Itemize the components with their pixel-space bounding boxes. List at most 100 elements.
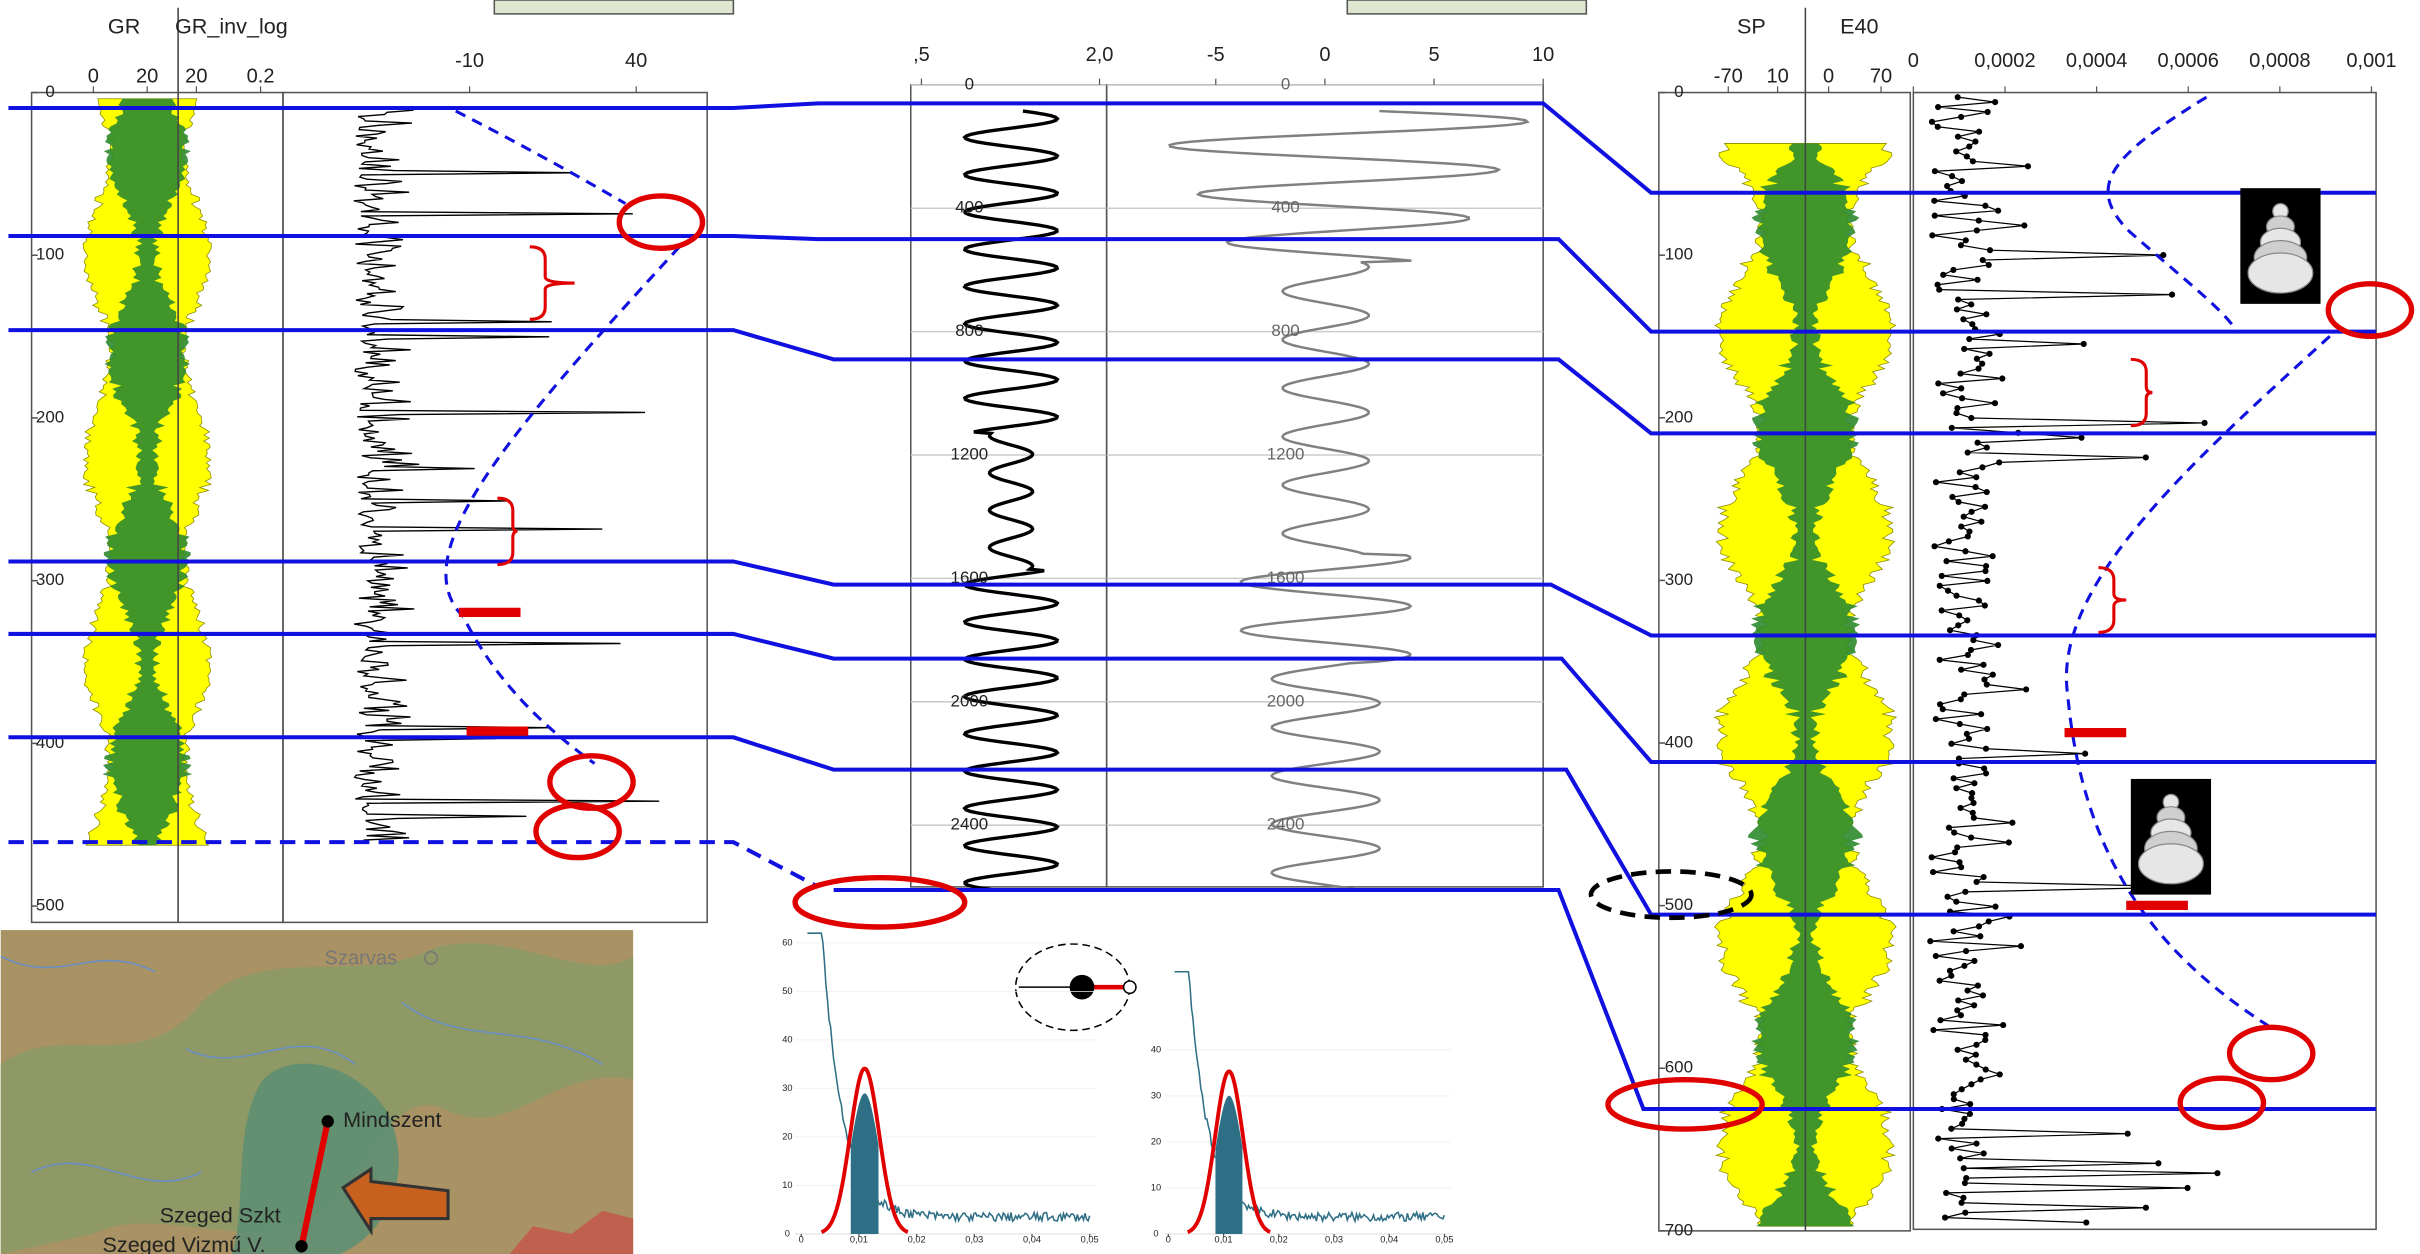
dot — [1953, 409, 1960, 417]
y-tick-label: 200 — [1665, 407, 1693, 426]
dot — [1982, 202, 1989, 209]
dot — [1975, 597, 1983, 604]
map-label: Szarvas — [325, 948, 397, 970]
dot — [1950, 928, 1957, 935]
dot — [1945, 538, 1952, 545]
bracket — [497, 496, 518, 567]
x-tick-label: 0,02 — [1270, 1235, 1288, 1245]
y-tick-label: 400 — [1665, 732, 1693, 751]
dot — [1979, 464, 1986, 471]
y-tick-label: 0 — [1153, 1228, 1158, 1238]
x-tick-label: 0,01 — [850, 1235, 868, 1245]
dot — [1975, 923, 1983, 930]
map-section-line — [298, 1120, 331, 1247]
dot — [1973, 1061, 1980, 1068]
highlight-ellipse — [533, 802, 622, 861]
dot — [1932, 952, 1939, 960]
x-tick-label: 0 — [1319, 44, 1330, 66]
x-tick-label: ,5 — [913, 44, 930, 66]
dot — [1958, 523, 1965, 530]
correlation-line — [8, 631, 2377, 764]
dot — [1943, 558, 1950, 565]
y-tick-label: 800 — [1271, 321, 1299, 340]
dot — [1951, 829, 1958, 836]
dot — [1948, 1125, 1955, 1132]
trend-curve — [455, 109, 627, 205]
dot — [1934, 281, 1941, 288]
dot — [1983, 444, 1990, 451]
dot — [1994, 207, 2002, 214]
dot — [1960, 1165, 1967, 1172]
map-label: Szeged Szkt — [160, 1203, 281, 1228]
dot — [1944, 893, 1951, 900]
dot — [1955, 622, 1962, 629]
y-tick-label: 400 — [955, 198, 983, 217]
dot — [1954, 94, 1961, 101]
dot — [1969, 790, 1976, 797]
dot — [1972, 138, 1979, 145]
x-tick-label: 40 — [625, 50, 647, 72]
track-frame — [1658, 91, 1912, 1232]
dot — [2005, 839, 2012, 846]
dot — [1928, 118, 1936, 125]
dot — [2078, 434, 2085, 441]
y-tick-label: 10 — [782, 1180, 792, 1190]
dot — [1960, 513, 1967, 520]
dot — [2160, 252, 2167, 259]
x-tick-label: 0,0002 — [1974, 50, 2035, 72]
correlation-line — [8, 735, 2377, 917]
dot — [1950, 266, 1957, 274]
track-header: E40 — [1840, 13, 1878, 38]
map-point — [424, 950, 439, 965]
dot — [1979, 360, 1986, 367]
map-river — [0, 955, 603, 1182]
y-tick-label: 20 — [1151, 1136, 1161, 1146]
map-label: Mindszent — [343, 1107, 441, 1132]
dot — [1959, 1120, 1966, 1127]
dot — [1970, 814, 1977, 821]
x-tick-label: -70 — [1714, 65, 1743, 87]
fossil-image — [2130, 778, 2212, 895]
x-tick-label: 2,0 — [1086, 44, 1114, 66]
dot — [2083, 1219, 2090, 1226]
dot — [1963, 730, 1970, 737]
x-tick-label: 0,03 — [965, 1235, 983, 1245]
dot — [1936, 582, 1943, 589]
dot — [1961, 345, 1968, 352]
x-tick-label: 0,01 — [1215, 1235, 1233, 1245]
x-tick-label: 0,05 — [1081, 1235, 1099, 1245]
dot — [1944, 587, 1952, 594]
dot — [2082, 750, 2089, 757]
dot — [1996, 1071, 2003, 1078]
log-curve — [353, 107, 660, 841]
x-tick-label: 0,05 — [1435, 1235, 1453, 1245]
y-tick-label: 1600 — [951, 568, 989, 587]
x-tick-label: 20 — [185, 65, 207, 87]
dot — [1935, 1135, 1942, 1142]
dot — [1958, 666, 1965, 673]
dot — [1996, 459, 2003, 466]
dot — [1934, 103, 1942, 111]
dot — [1974, 439, 1981, 446]
correlation-line — [8, 101, 2377, 195]
dot — [1991, 400, 1999, 407]
x-tick-label: 0,02 — [908, 1235, 926, 1245]
log-fill-inner — [102, 98, 193, 846]
dot — [1969, 809, 1976, 816]
dot — [1962, 947, 1970, 955]
highlight-ellipse-dashed — [1588, 869, 1754, 921]
dot — [1977, 933, 1984, 940]
orbit-diagram — [1014, 943, 1137, 1032]
dot — [1938, 607, 1945, 614]
map-border — [509, 1210, 634, 1254]
y-tick-label: 30 — [1151, 1090, 1161, 1100]
track-header: GR_inv_log — [175, 13, 288, 38]
dot — [1961, 1179, 1968, 1187]
x-tick-label: 5 — [1428, 44, 1439, 66]
dot — [1979, 256, 1986, 264]
dot — [1981, 503, 1989, 510]
dot — [1935, 380, 1942, 387]
dot — [1982, 567, 1989, 575]
dot — [1981, 765, 1988, 772]
